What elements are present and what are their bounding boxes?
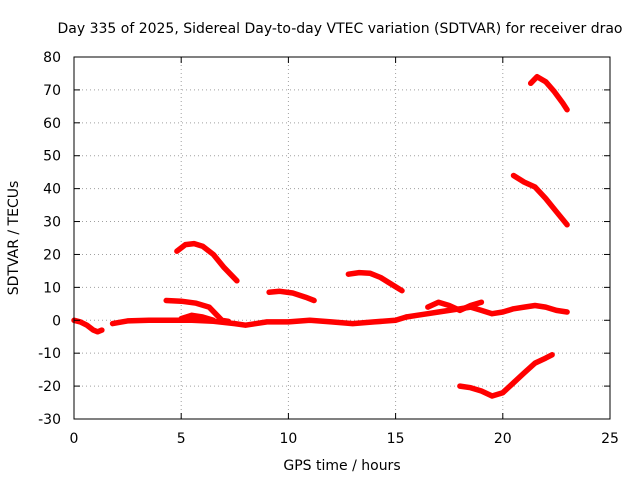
y-tick-label: 80 <box>43 50 61 66</box>
data-series-track-7 <box>345 269 405 294</box>
grid-lines <box>74 57 610 419</box>
axis-ticks: 0 5 10 15 20 25 -30 -20 -10 0 10 20 30 40 50 60 70 80 <box>38 50 619 447</box>
data-series-track-6 <box>266 288 317 304</box>
y-tick-label: 10 <box>43 280 61 296</box>
data-series-track-10 <box>457 352 555 399</box>
x-tick-label: 20 <box>494 431 512 447</box>
plot-frame <box>73 56 611 420</box>
data-series-track-4 <box>174 240 240 284</box>
data-series-track-5 <box>178 312 217 324</box>
y-tick-label: 30 <box>43 215 61 231</box>
data-series-track-11 <box>510 172 570 228</box>
data-traces <box>71 73 570 399</box>
y-axis-label: SDTVAR / TECUs <box>6 181 22 296</box>
data-series-track-2 <box>109 314 410 328</box>
data-series-track-1 <box>71 317 105 335</box>
data-series-track-12 <box>527 73 570 113</box>
x-tick-label: 15 <box>387 431 405 447</box>
data-series-track-8 <box>403 302 570 320</box>
chart-title: Day 335 of 2025, Sidereal Day-to-day VTE… <box>57 21 622 37</box>
x-tick-label: 25 <box>601 431 619 447</box>
data-series-track-3 <box>163 297 232 325</box>
x-tick-label: 0 <box>70 431 79 447</box>
x-tick-label: 10 <box>279 431 297 447</box>
y-tick-label: 50 <box>43 149 61 165</box>
y-tick-label: 70 <box>43 83 61 99</box>
y-tick-label: -20 <box>38 379 61 395</box>
y-tick-label: 60 <box>43 116 61 132</box>
x-axis-label: GPS time / hours <box>283 458 400 474</box>
y-tick-label: -10 <box>38 346 61 362</box>
x-tick-label: 5 <box>177 431 186 447</box>
data-series-track-9 <box>425 299 485 314</box>
y-tick-label: 0 <box>52 313 61 329</box>
y-tick-label: 40 <box>43 182 61 198</box>
y-tick-label: 20 <box>43 247 61 263</box>
y-tick-label: -30 <box>38 412 61 428</box>
